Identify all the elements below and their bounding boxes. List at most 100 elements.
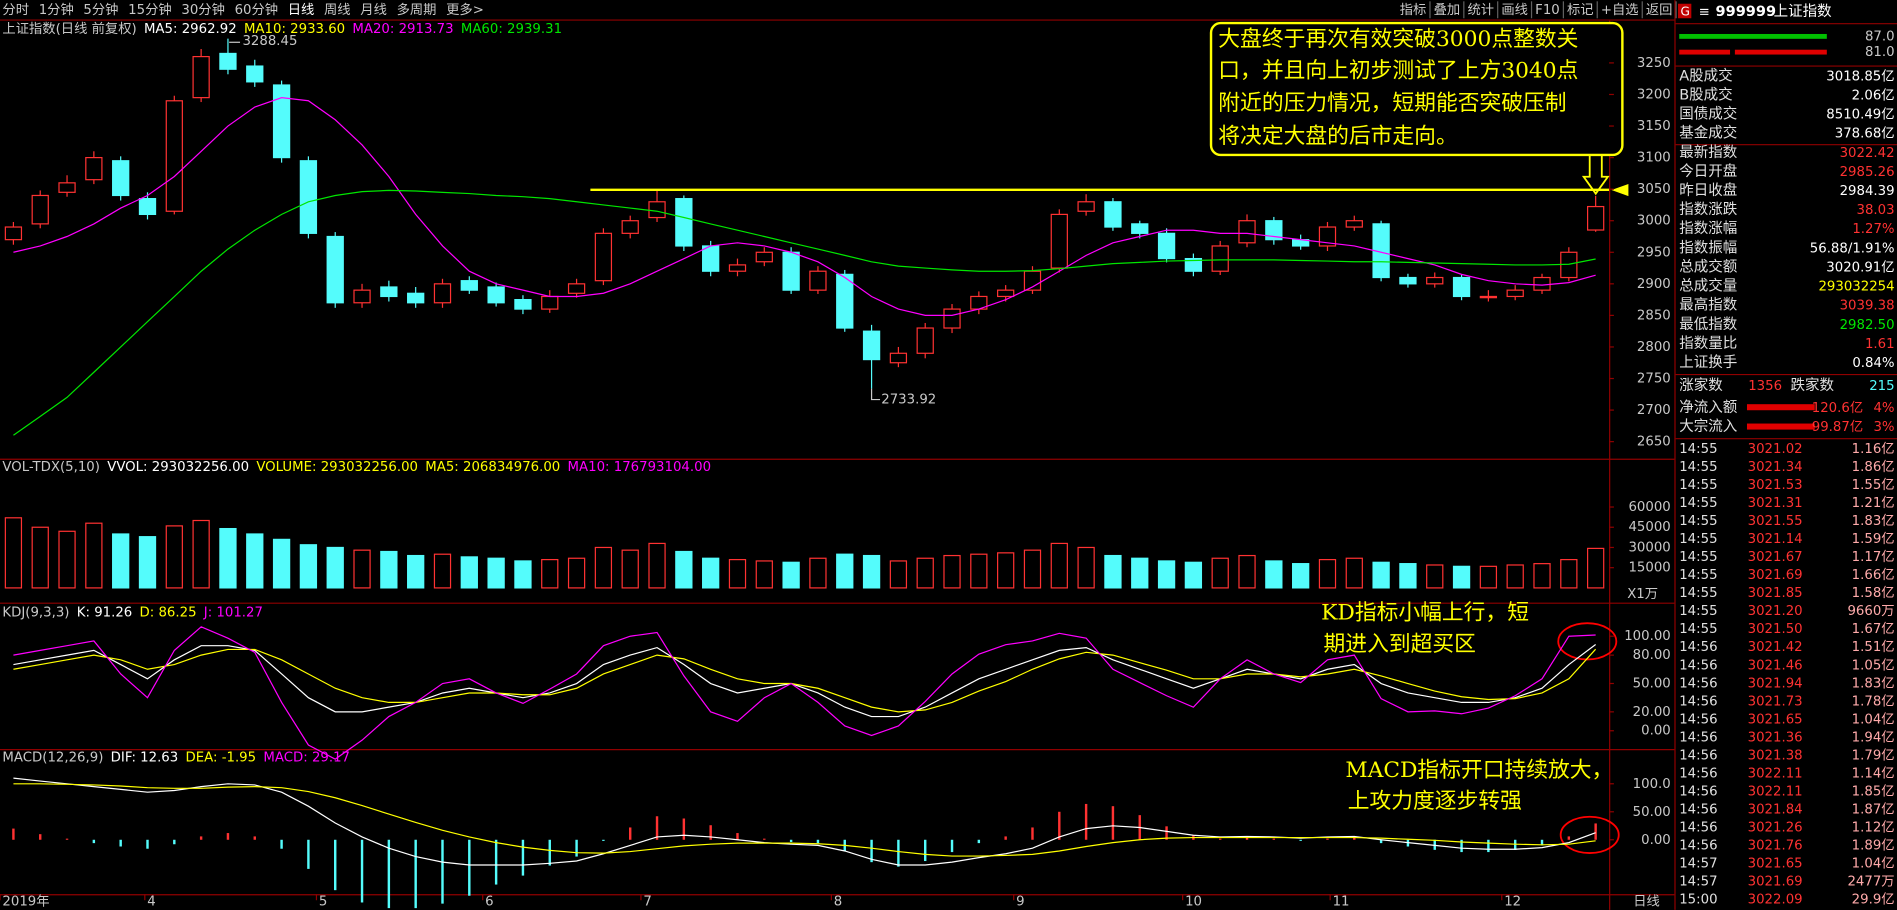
trade-price: 3021.36 [1748,730,1803,745]
toolbar-tab[interactable]: 30分钟 [181,1,225,18]
volume-bar [1211,557,1229,589]
quote-label: 最新指数 [1679,144,1737,161]
ratio-label: 87.0 [1865,29,1895,44]
toolbar-button[interactable]: 返回 [1646,2,1673,18]
trade-volume: 1.14亿 [1852,765,1895,781]
legend-entry: VOLUME: 293032256.00 [256,460,418,475]
trade-price: 3021.85 [1748,586,1803,601]
toolbar-button[interactable]: 叠加 [1434,2,1461,18]
toolbar-tab[interactable]: 周线 [324,2,351,18]
quote-label: 总成交量 [1679,277,1737,295]
volume-bar [299,544,318,589]
trade-price: 3021.02 [1748,442,1803,457]
period-label: 日线 [1633,893,1660,909]
y-tick-label: 15000 [1628,561,1670,576]
trade-time: 14:55 [1679,586,1717,601]
candle-body [836,273,854,329]
candle-body [1238,220,1256,244]
legend-entry: MA20: 2913.73 [352,22,453,37]
volume-bar [1345,557,1363,589]
y-tick-label: 50.00 [1633,805,1671,820]
toolbar-button[interactable]: 统计 [1467,2,1494,18]
trade-price: 3021.53 [1748,478,1803,493]
toolbar-tab[interactable]: 60分钟 [235,1,279,18]
quote-label: 指数涨幅 [1679,220,1737,237]
trade-volume: 1.21亿 [1852,495,1895,511]
trade-price: 3021.31 [1748,496,1803,511]
toolbar-button[interactable]: F10 [1535,3,1560,18]
trade-time: 14:57 [1679,875,1717,890]
volume-bar [1157,560,1176,589]
y-tick-label: 60000 [1628,500,1670,515]
volume-bar [1238,554,1256,589]
candle-body [514,299,532,310]
ratio-bar [1734,49,1827,55]
trade-volume: 1.89亿 [1852,838,1895,854]
breadth-label: 涨家数 [1679,377,1723,394]
candle-body [460,280,478,291]
y-tick-label: 3200 [1637,87,1671,102]
toolbar-tab[interactable]: 日线 [288,2,315,18]
volume-bar [165,525,183,589]
toolbar-button[interactable]: 指标 [1400,2,1427,18]
legend-entry: DEA: -1.95 [185,750,256,765]
candle-body [299,160,318,234]
volume-bar [219,527,237,589]
trade-time: 14:57 [1679,857,1717,872]
trade-price: 3022.11 [1748,784,1803,799]
toolbar-tab[interactable]: 分时 [2,2,29,18]
toolbar-tab[interactable]: 月线 [360,2,387,18]
toolbar-tab[interactable]: 5分钟 [83,1,118,18]
toolbar-tab[interactable]: 多周期 [397,1,437,18]
toolbar-tab[interactable]: 15分钟 [128,1,172,18]
highlight-ring [1557,622,1618,661]
trade-volume: 1.85亿 [1852,783,1895,799]
trade-time: 14:56 [1679,730,1717,745]
chart-title: KDJ(9,3,3) [2,605,69,620]
y-tick-label: 30000 [1628,540,1670,555]
trade-time: 14:55 [1679,460,1717,475]
toolbar-tab[interactable]: 1分钟 [39,1,74,18]
quote-label: 上证换手 [1679,354,1737,371]
x-tick-label: 10 [1185,894,1202,909]
quote-label: 指数涨跌 [1679,201,1737,218]
toolbar-button[interactable]: +自选 [1601,2,1639,18]
candle-body [1345,220,1363,228]
quote-value: 56.88/1.91% [1810,241,1895,256]
trade-price: 3021.84 [1748,802,1803,817]
candle-body [997,289,1015,298]
candle-body [165,100,183,212]
candle-body [943,308,961,329]
candle-body [889,352,908,364]
legend-entry: D: 86.25 [140,605,197,620]
toolbar-tab[interactable]: 更多> [446,1,484,18]
x-tick-label: 7 [643,894,651,909]
volume-bar [353,549,371,589]
trade-price: 3021.73 [1748,694,1803,709]
trade-time: 14:55 [1679,550,1717,565]
toolbar-button[interactable]: 画线 [1501,2,1528,18]
y-tick-label: 2650 [1637,435,1671,450]
volume-bar [380,550,398,589]
trade-price: 3021.42 [1748,640,1803,655]
volume-bar [192,519,210,589]
y-tick-label: 50.00 [1633,676,1671,691]
legend-entry: MA10: 2933.60 [244,22,345,37]
volume-bar [1184,561,1203,589]
candle-body [648,201,666,219]
series-line [13,783,1596,857]
y-tick-label: 3250 [1637,56,1671,71]
candle-body [58,182,76,193]
toolbar-button[interactable]: 标记 [1567,2,1594,18]
volume-bar [58,530,76,589]
candle-body [1479,295,1498,299]
volume-bar [1023,549,1042,589]
legend-entry: VVOL: 293032256.00 [107,460,249,475]
legend-entry: K: 91.26 [77,605,133,620]
trade-price: 3022.09 [1748,893,1803,908]
trade-volume: 1.59亿 [1852,531,1895,547]
volume-bar [702,557,720,589]
y-tick-label: 2950 [1637,245,1671,260]
volume-bar [1426,564,1444,589]
note-line: 口，并且向上初步测试了上方3040点 [1218,58,1578,83]
